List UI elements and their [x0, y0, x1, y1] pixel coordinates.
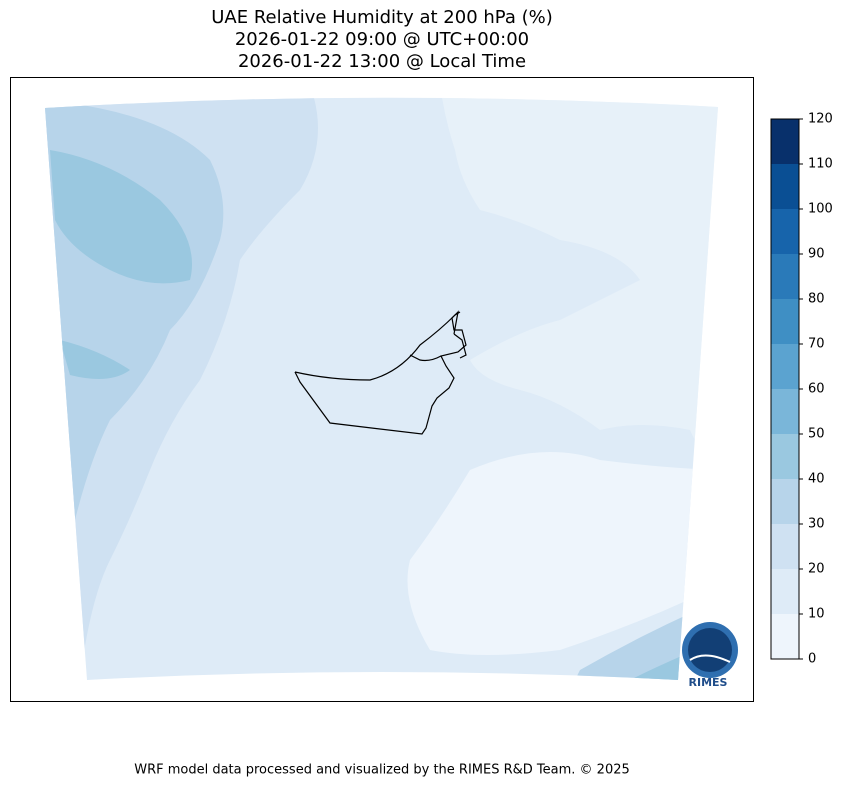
tick-label: 10 — [808, 607, 825, 622]
colorbar-segment — [771, 254, 799, 299]
colorbar-segment — [771, 344, 799, 389]
tick-label: 60 — [808, 382, 825, 397]
tick-label: 50 — [808, 427, 825, 442]
title-line: UAE Relative Humidity at 200 hPa (%) — [211, 7, 552, 28]
colorbar-segment — [771, 209, 799, 254]
colorbar: 0 10 20 30 40 50 60 70 80 90 100 110 120 — [770, 112, 833, 667]
tick-label: 20 — [808, 562, 825, 577]
tick-label: 120 — [808, 112, 833, 127]
tick-label: 40 — [808, 472, 825, 487]
map: RIMES — [10, 77, 754, 702]
footer: WRF model data processed and visualized … — [134, 763, 630, 778]
tick-label: 70 — [808, 337, 825, 352]
title-line: 2026-01-22 09:00 @ UTC+00:00 — [235, 29, 529, 50]
tick-label: 100 — [808, 202, 833, 217]
colorbar-segment — [771, 434, 799, 479]
tick-label: 110 — [808, 157, 833, 172]
logo-text: RIMES — [689, 676, 728, 689]
colorbar-segment — [771, 119, 799, 164]
colorbar-segment — [771, 164, 799, 209]
colorbar-segment — [771, 614, 799, 659]
colorbar-segment — [771, 479, 799, 524]
title-line: 2026-01-22 13:00 @ Local Time — [238, 51, 526, 72]
tick-label: 80 — [808, 292, 825, 307]
colorbar-segment — [771, 299, 799, 344]
tick-label: 30 — [808, 517, 825, 532]
uae-border — [294, 310, 467, 435]
tick-label: 90 — [808, 247, 825, 262]
logo: RIMES — [682, 622, 738, 689]
colorbar-segment — [771, 569, 799, 614]
colorbar-segment — [771, 389, 799, 434]
humidity-field — [45, 97, 718, 680]
colorbar-segment — [771, 524, 799, 569]
tick-label: 0 — [808, 652, 816, 667]
